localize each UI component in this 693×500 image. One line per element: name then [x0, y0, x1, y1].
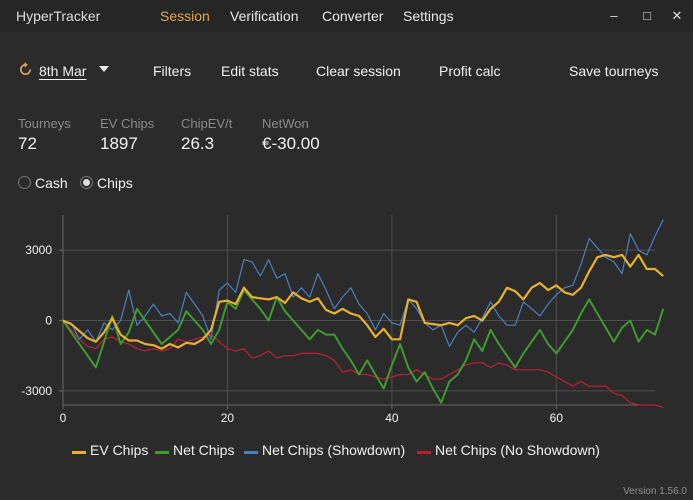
- title-bar: HyperTracker Session Verification Conver…: [0, 0, 693, 32]
- close-icon[interactable]: ✕: [671, 8, 683, 23]
- x-tick-label: 40: [385, 411, 399, 425]
- legend-swatch-no-showdown: [417, 451, 431, 454]
- tab-settings[interactable]: Settings: [403, 8, 454, 24]
- stat-value-tourneys: 72: [18, 134, 37, 153]
- app-title: HyperTracker: [16, 8, 101, 24]
- cash-radio-label[interactable]: Cash: [35, 175, 68, 191]
- edit-stats-button[interactable]: Edit stats: [221, 63, 279, 79]
- stat-label-netwon: NetWon: [262, 116, 309, 131]
- stat-value-netwon: €-30.00: [262, 134, 320, 153]
- legend-net-chips-no-showdown: Net Chips (No Showdown): [435, 442, 600, 458]
- legend-swatch-ev-chips: [72, 451, 86, 454]
- tab-session[interactable]: Session: [160, 8, 210, 24]
- legend-net-chips: Net Chips: [173, 442, 235, 458]
- profit-calc-button[interactable]: Profit calc: [439, 63, 501, 79]
- series-line-ev-chips: [62, 253, 664, 350]
- series-line-net-chips-showdown: [62, 219, 664, 347]
- legend-net-chips-showdown: Net Chips (Showdown): [262, 442, 406, 458]
- refresh-icon[interactable]: [18, 62, 33, 77]
- version-label: Version 1.56.0: [623, 486, 687, 497]
- tab-converter[interactable]: Converter: [322, 8, 384, 24]
- chevron-down-icon[interactable]: [99, 66, 109, 72]
- chart-ticks: 3000 0 -3000 0 20 40 60: [21, 243, 563, 425]
- stat-value-ev-chips: 1897: [100, 134, 138, 153]
- clear-session-button[interactable]: Clear session: [316, 63, 401, 79]
- chart-grid: [59, 215, 655, 409]
- stat-value-chipev: 26.3: [181, 134, 215, 153]
- save-tourneys-button[interactable]: Save tourneys: [569, 63, 659, 79]
- chips-radio[interactable]: [80, 176, 93, 189]
- tab-verification[interactable]: Verification: [230, 8, 299, 24]
- stat-label-tourneys: Tourneys: [18, 116, 71, 131]
- minimize-icon[interactable]: –: [610, 8, 618, 23]
- y-tick-label: -3000: [21, 384, 52, 398]
- cash-radio[interactable]: [18, 176, 31, 189]
- date-selector[interactable]: 8th Mar: [39, 63, 87, 79]
- x-tick-label: 20: [221, 411, 235, 425]
- maximize-icon[interactable]: □: [643, 8, 651, 23]
- chips-radio-label[interactable]: Chips: [97, 175, 133, 191]
- series-line-net-chips-no-showdown: [62, 320, 664, 408]
- session-chart: 3000 0 -3000 0 20 40 60: [21, 215, 665, 425]
- legend-swatch-net-chips: [155, 451, 169, 454]
- y-tick-label: 3000: [25, 243, 52, 257]
- x-tick-label: 60: [550, 411, 564, 425]
- filters-button[interactable]: Filters: [153, 63, 192, 79]
- x-tick-label: 0: [60, 411, 67, 425]
- stat-label-ev-chips: EV Chips: [100, 116, 155, 131]
- legend-swatch-showdown: [244, 451, 258, 454]
- legend-ev-chips: EV Chips: [90, 442, 149, 458]
- y-tick-label: 0: [45, 314, 52, 328]
- series-line-net-chips: [62, 289, 665, 404]
- stat-label-chipev: ChipEV/t: [181, 116, 233, 131]
- chart-series: [62, 219, 665, 408]
